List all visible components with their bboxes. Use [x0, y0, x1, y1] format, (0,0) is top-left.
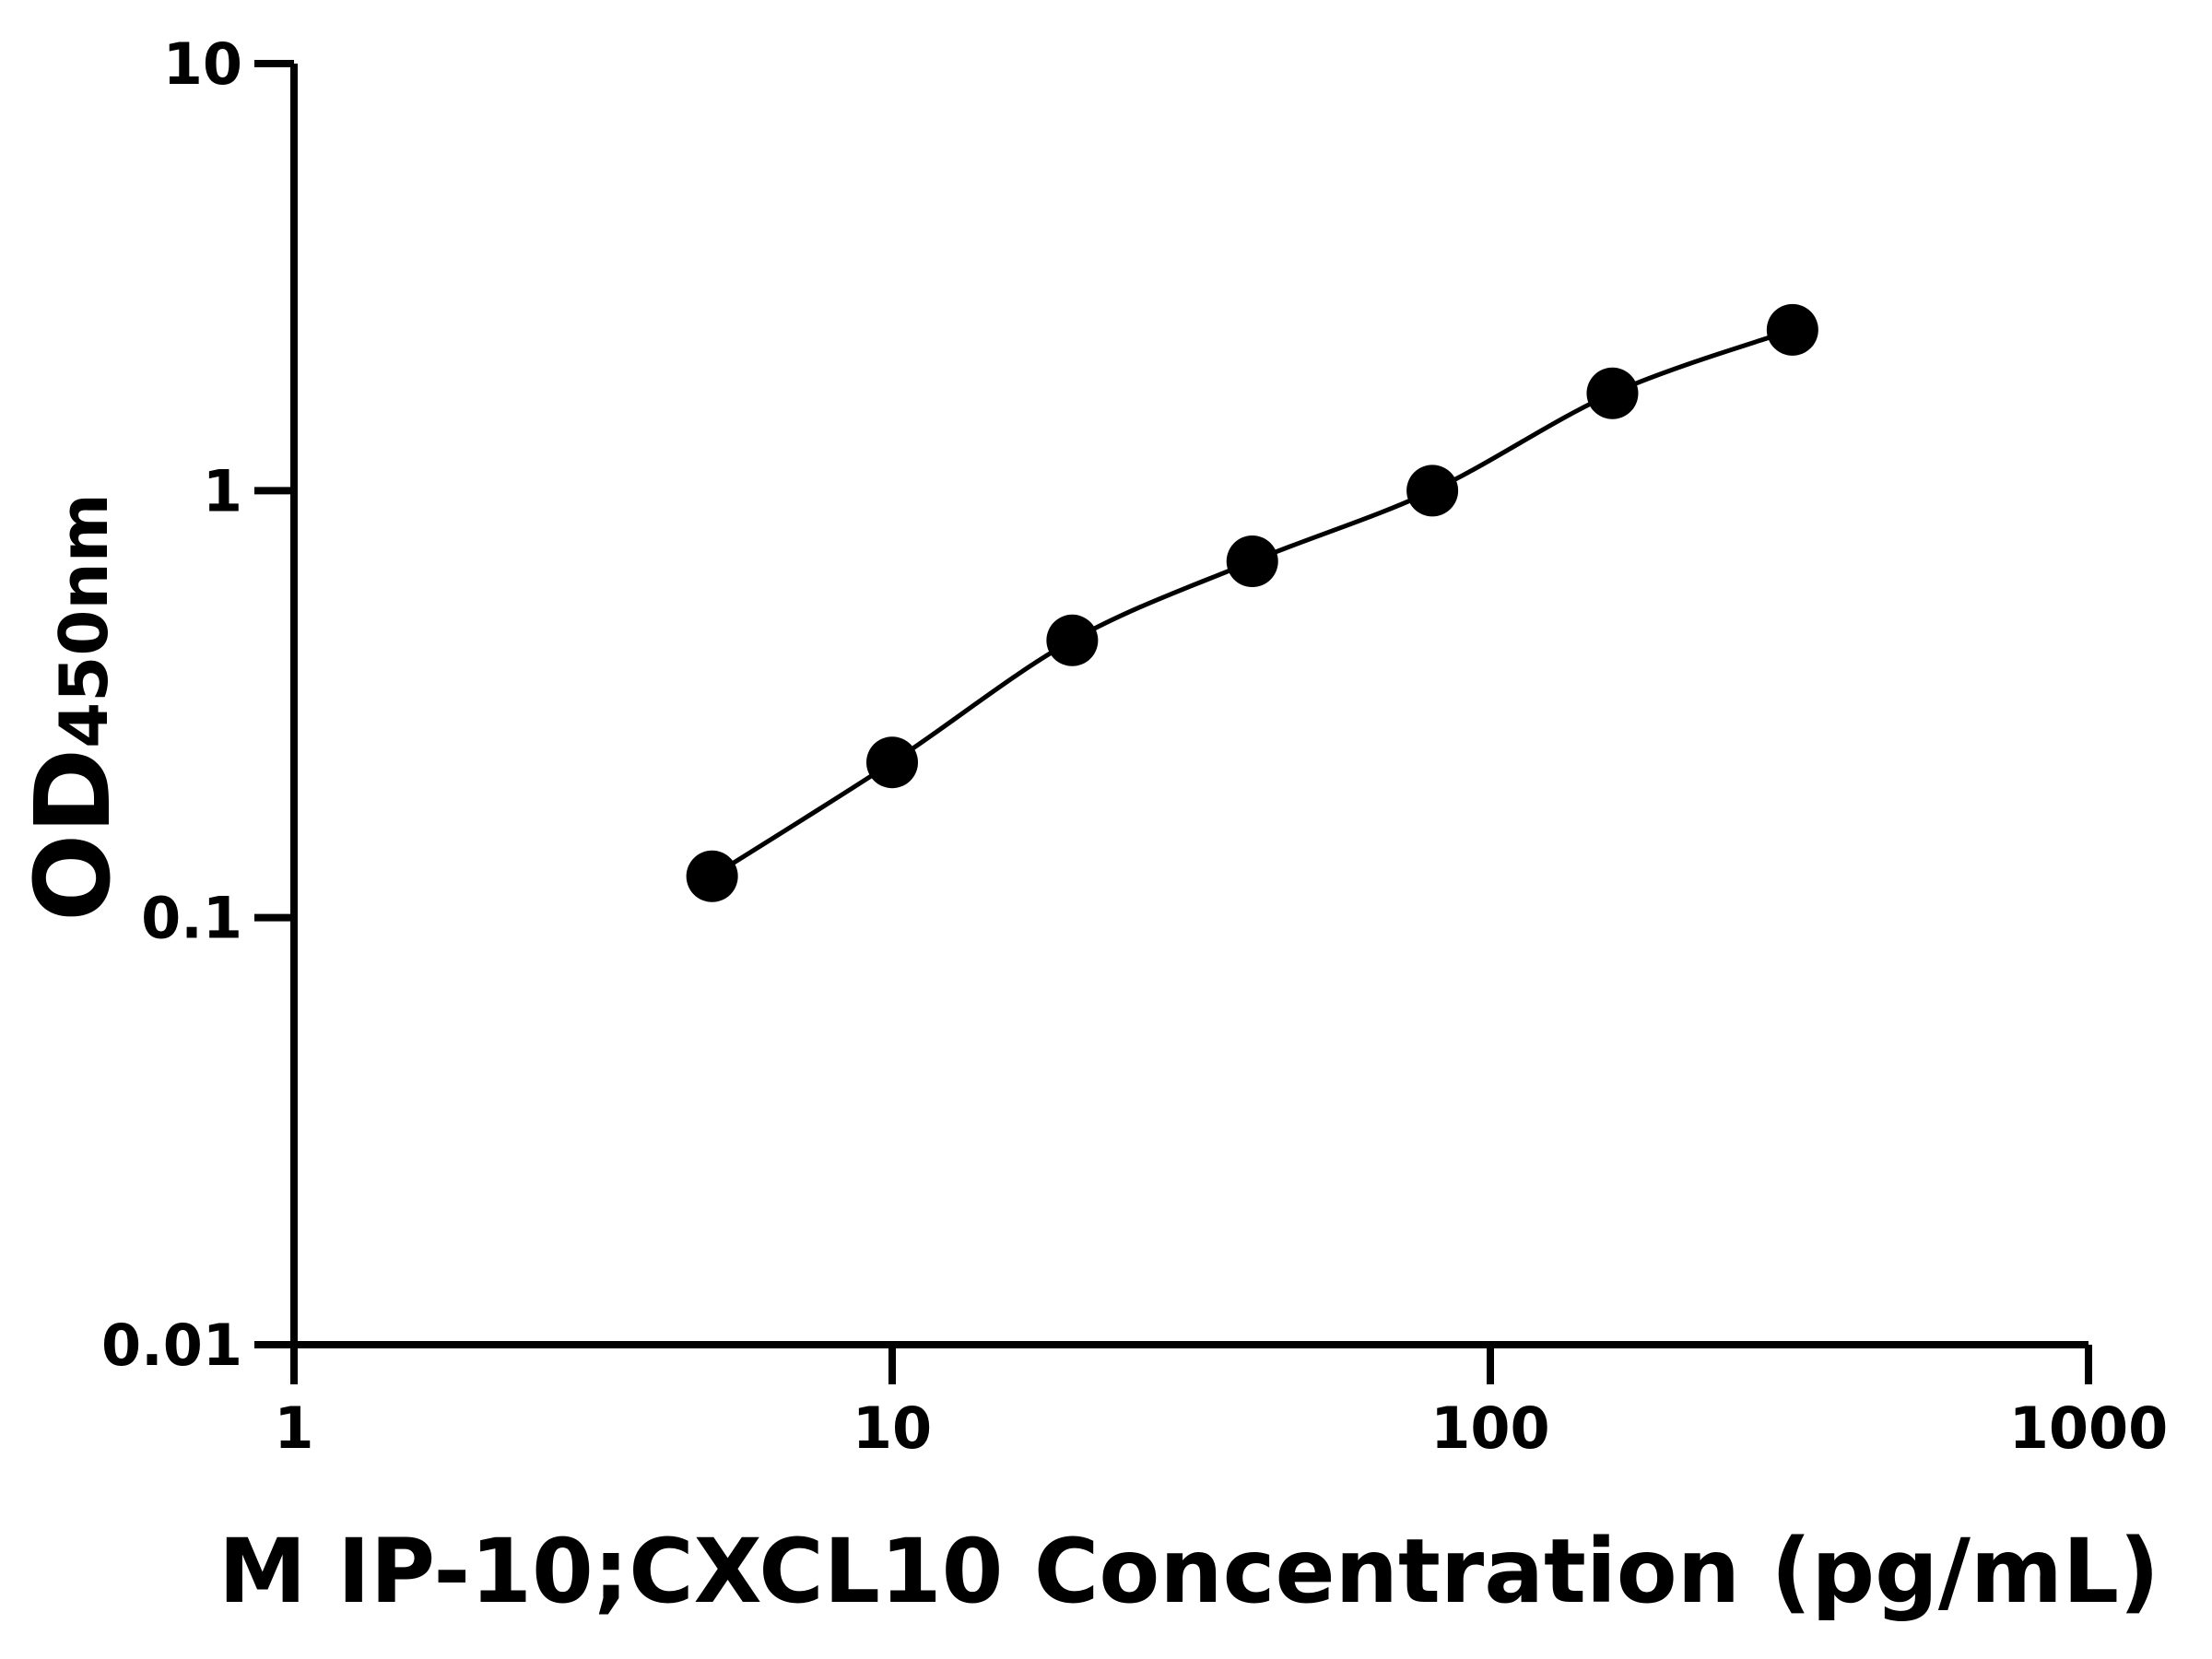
- data-point: [866, 736, 918, 789]
- data-point: [1586, 367, 1639, 419]
- x-tick-label: 100: [1430, 1394, 1549, 1462]
- data-point: [1046, 614, 1099, 666]
- x-axis-label: M IP-10;CXCL10 Concentration (pg/mL): [218, 1520, 2159, 1623]
- data-point: [1406, 465, 1459, 517]
- y-tick-label: 10: [163, 30, 242, 98]
- tick-labels: 1 10 100 1000 0.01 0.1 1 10: [101, 30, 2168, 1462]
- y-axis-label: OD450nm: [14, 493, 134, 922]
- x-tick-label: 10: [853, 1394, 932, 1462]
- y-tick-label: 0.1: [141, 885, 242, 952]
- data-point: [1766, 303, 1818, 356]
- data-point: [686, 850, 738, 902]
- y-tick-label: 1: [203, 457, 242, 524]
- data-points: [686, 303, 1818, 902]
- axes: [254, 60, 2092, 1384]
- y-tick-label: 0.01: [101, 1312, 242, 1379]
- y-axis-label-subscript: 450nm: [45, 493, 123, 748]
- x-tick-label: 1000: [2009, 1394, 2169, 1462]
- data-point: [1226, 535, 1278, 588]
- y-axis-label-main: OD: [14, 748, 134, 922]
- x-tick-label: 1: [274, 1394, 313, 1462]
